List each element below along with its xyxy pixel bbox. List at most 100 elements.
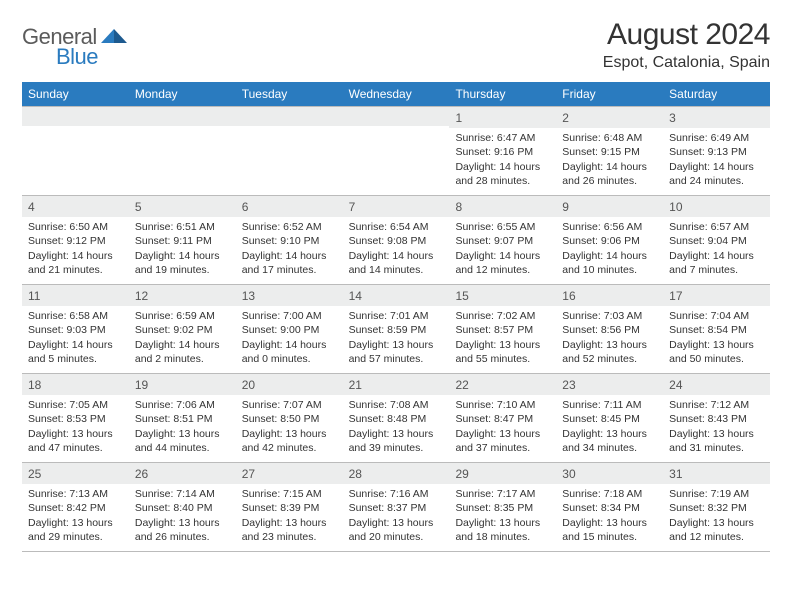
day-content: Sunrise: 7:18 AMSunset: 8:34 PMDaylight:… <box>556 484 663 549</box>
day-cell: 8Sunrise: 6:55 AMSunset: 9:07 PMDaylight… <box>449 196 556 284</box>
day-content: Sunrise: 7:10 AMSunset: 8:47 PMDaylight:… <box>449 395 556 460</box>
day-cell <box>343 107 450 195</box>
day-number: 24 <box>663 374 770 395</box>
logo-triangle-icon <box>100 27 128 45</box>
day-number: 19 <box>129 374 236 395</box>
day-number: 6 <box>236 196 343 217</box>
day-cell: 4Sunrise: 6:50 AMSunset: 9:12 PMDaylight… <box>22 196 129 284</box>
logo-text-blue: Blue <box>56 44 98 70</box>
day-number: 12 <box>129 285 236 306</box>
title-block: August 2024 Espot, Catalonia, Spain <box>603 18 770 72</box>
day-cell: 2Sunrise: 6:48 AMSunset: 9:15 PMDaylight… <box>556 107 663 195</box>
day-cell: 7Sunrise: 6:54 AMSunset: 9:08 PMDaylight… <box>343 196 450 284</box>
day-number: 7 <box>343 196 450 217</box>
day-number: 1 <box>449 107 556 128</box>
day-cell: 13Sunrise: 7:00 AMSunset: 9:00 PMDayligh… <box>236 285 343 373</box>
day-content: Sunrise: 7:01 AMSunset: 8:59 PMDaylight:… <box>343 306 450 371</box>
day-number: 11 <box>22 285 129 306</box>
day-number: 30 <box>556 463 663 484</box>
day-number: 15 <box>449 285 556 306</box>
day-content: Sunrise: 7:19 AMSunset: 8:32 PMDaylight:… <box>663 484 770 549</box>
day-cell <box>236 107 343 195</box>
day-number: 8 <box>449 196 556 217</box>
header: General Blue August 2024 Espot, Cataloni… <box>22 18 770 72</box>
day-number: 28 <box>343 463 450 484</box>
day-number: 23 <box>556 374 663 395</box>
day-number: 22 <box>449 374 556 395</box>
calendar: SundayMondayTuesdayWednesdayThursdayFrid… <box>22 82 770 552</box>
day-cell: 11Sunrise: 6:58 AMSunset: 9:03 PMDayligh… <box>22 285 129 373</box>
day-number: 10 <box>663 196 770 217</box>
weekday-header: Wednesday <box>343 82 450 106</box>
day-cell: 26Sunrise: 7:14 AMSunset: 8:40 PMDayligh… <box>129 463 236 551</box>
week-row: 11Sunrise: 6:58 AMSunset: 9:03 PMDayligh… <box>22 285 770 374</box>
day-cell: 19Sunrise: 7:06 AMSunset: 8:51 PMDayligh… <box>129 374 236 462</box>
day-number: 3 <box>663 107 770 128</box>
day-number: 26 <box>129 463 236 484</box>
day-cell: 14Sunrise: 7:01 AMSunset: 8:59 PMDayligh… <box>343 285 450 373</box>
day-content: Sunrise: 6:52 AMSunset: 9:10 PMDaylight:… <box>236 217 343 282</box>
day-cell: 23Sunrise: 7:11 AMSunset: 8:45 PMDayligh… <box>556 374 663 462</box>
day-content: Sunrise: 6:57 AMSunset: 9:04 PMDaylight:… <box>663 217 770 282</box>
weekday-header: Sunday <box>22 82 129 106</box>
day-number: 14 <box>343 285 450 306</box>
week-row: 4Sunrise: 6:50 AMSunset: 9:12 PMDaylight… <box>22 196 770 285</box>
day-content: Sunrise: 6:50 AMSunset: 9:12 PMDaylight:… <box>22 217 129 282</box>
day-number <box>22 107 129 126</box>
day-cell <box>129 107 236 195</box>
day-cell: 22Sunrise: 7:10 AMSunset: 8:47 PMDayligh… <box>449 374 556 462</box>
day-number <box>129 107 236 126</box>
day-content: Sunrise: 6:56 AMSunset: 9:06 PMDaylight:… <box>556 217 663 282</box>
weekday-header-row: SundayMondayTuesdayWednesdayThursdayFrid… <box>22 82 770 106</box>
day-content: Sunrise: 7:03 AMSunset: 8:56 PMDaylight:… <box>556 306 663 371</box>
location: Espot, Catalonia, Spain <box>603 54 770 72</box>
day-cell: 17Sunrise: 7:04 AMSunset: 8:54 PMDayligh… <box>663 285 770 373</box>
day-cell: 28Sunrise: 7:16 AMSunset: 8:37 PMDayligh… <box>343 463 450 551</box>
day-content: Sunrise: 7:00 AMSunset: 9:00 PMDaylight:… <box>236 306 343 371</box>
day-cell: 12Sunrise: 6:59 AMSunset: 9:02 PMDayligh… <box>129 285 236 373</box>
day-content: Sunrise: 6:48 AMSunset: 9:15 PMDaylight:… <box>556 128 663 193</box>
day-cell: 31Sunrise: 7:19 AMSunset: 8:32 PMDayligh… <box>663 463 770 551</box>
day-number: 18 <box>22 374 129 395</box>
day-content: Sunrise: 6:54 AMSunset: 9:08 PMDaylight:… <box>343 217 450 282</box>
day-cell: 9Sunrise: 6:56 AMSunset: 9:06 PMDaylight… <box>556 196 663 284</box>
weekday-header: Thursday <box>449 82 556 106</box>
day-number: 9 <box>556 196 663 217</box>
day-content: Sunrise: 6:59 AMSunset: 9:02 PMDaylight:… <box>129 306 236 371</box>
day-content: Sunrise: 7:02 AMSunset: 8:57 PMDaylight:… <box>449 306 556 371</box>
day-cell: 15Sunrise: 7:02 AMSunset: 8:57 PMDayligh… <box>449 285 556 373</box>
day-content: Sunrise: 7:17 AMSunset: 8:35 PMDaylight:… <box>449 484 556 549</box>
day-number: 17 <box>663 285 770 306</box>
day-number: 21 <box>343 374 450 395</box>
day-cell: 1Sunrise: 6:47 AMSunset: 9:16 PMDaylight… <box>449 107 556 195</box>
day-number: 2 <box>556 107 663 128</box>
day-cell <box>22 107 129 195</box>
day-content: Sunrise: 6:58 AMSunset: 9:03 PMDaylight:… <box>22 306 129 371</box>
day-number <box>236 107 343 126</box>
week-row: 18Sunrise: 7:05 AMSunset: 8:53 PMDayligh… <box>22 374 770 463</box>
day-content: Sunrise: 7:06 AMSunset: 8:51 PMDaylight:… <box>129 395 236 460</box>
day-number: 16 <box>556 285 663 306</box>
week-row: 1Sunrise: 6:47 AMSunset: 9:16 PMDaylight… <box>22 106 770 196</box>
logo: General Blue <box>22 18 128 70</box>
day-number: 27 <box>236 463 343 484</box>
day-content: Sunrise: 7:05 AMSunset: 8:53 PMDaylight:… <box>22 395 129 460</box>
day-cell: 24Sunrise: 7:12 AMSunset: 8:43 PMDayligh… <box>663 374 770 462</box>
day-cell: 10Sunrise: 6:57 AMSunset: 9:04 PMDayligh… <box>663 196 770 284</box>
day-content: Sunrise: 7:12 AMSunset: 8:43 PMDaylight:… <box>663 395 770 460</box>
day-content: Sunrise: 7:11 AMSunset: 8:45 PMDaylight:… <box>556 395 663 460</box>
day-content: Sunrise: 7:15 AMSunset: 8:39 PMDaylight:… <box>236 484 343 549</box>
day-content: Sunrise: 7:16 AMSunset: 8:37 PMDaylight:… <box>343 484 450 549</box>
weekday-header: Friday <box>556 82 663 106</box>
day-cell: 25Sunrise: 7:13 AMSunset: 8:42 PMDayligh… <box>22 463 129 551</box>
day-number: 29 <box>449 463 556 484</box>
day-number: 13 <box>236 285 343 306</box>
day-number: 31 <box>663 463 770 484</box>
day-content: Sunrise: 6:55 AMSunset: 9:07 PMDaylight:… <box>449 217 556 282</box>
day-content: Sunrise: 6:49 AMSunset: 9:13 PMDaylight:… <box>663 128 770 193</box>
day-cell: 18Sunrise: 7:05 AMSunset: 8:53 PMDayligh… <box>22 374 129 462</box>
day-cell: 16Sunrise: 7:03 AMSunset: 8:56 PMDayligh… <box>556 285 663 373</box>
day-cell: 21Sunrise: 7:08 AMSunset: 8:48 PMDayligh… <box>343 374 450 462</box>
day-number: 5 <box>129 196 236 217</box>
day-number: 25 <box>22 463 129 484</box>
